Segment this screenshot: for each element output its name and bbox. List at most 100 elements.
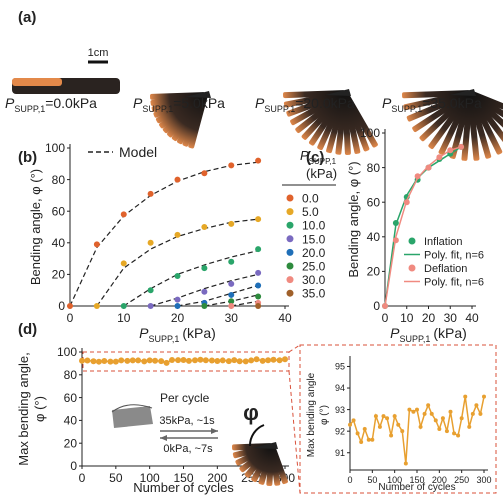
legend-label: Deflation <box>424 263 467 275</box>
y-tick-label: 80 <box>64 368 78 382</box>
y-tick-label: 80 <box>52 173 66 187</box>
data-point <box>255 270 261 276</box>
data-point <box>121 211 127 217</box>
data-point <box>201 289 207 295</box>
legend-label: 15.0 <box>302 232 326 246</box>
y-tick-label: 40 <box>52 236 66 250</box>
legend-marker <box>287 208 294 215</box>
data-point <box>121 303 127 309</box>
y-tick-label: 20 <box>64 436 78 450</box>
data-point <box>254 356 260 362</box>
data-point <box>277 357 283 363</box>
legend-label: 35.0 <box>302 287 326 301</box>
y-tick-label: 100 <box>57 345 77 359</box>
data-point <box>175 232 181 238</box>
data-point <box>175 303 181 309</box>
y-axis-label: φ (°) <box>319 405 330 425</box>
data-point <box>147 357 153 363</box>
data-point <box>192 357 198 363</box>
data-point <box>107 359 113 365</box>
legend-title: (kPa) <box>306 166 337 181</box>
data-point <box>356 431 360 435</box>
x-axis-label: Number of cycles <box>133 480 234 495</box>
subscript: SUPP,1 <box>264 104 295 114</box>
data-point <box>201 224 207 230</box>
data-point <box>164 360 170 366</box>
data-point <box>374 414 378 418</box>
data-point <box>255 282 261 288</box>
data-point <box>96 359 102 365</box>
data-point <box>255 216 261 222</box>
x-tick-label: 20 <box>171 311 185 325</box>
data-point <box>148 191 154 197</box>
x-tick-label: 20 <box>422 311 436 325</box>
label-tail: =20.0kPa <box>295 95 355 111</box>
data-point <box>175 357 181 363</box>
x-tick-label: 0 <box>67 311 74 325</box>
data-point <box>203 357 209 363</box>
x-tick-label: 10 <box>400 311 414 325</box>
data-point <box>265 357 271 363</box>
x-axis-label: Number of cycles <box>378 482 455 493</box>
data-point <box>130 357 136 363</box>
y-axis-label: Max bending angle, <box>16 352 31 465</box>
legend-label: 0.0 <box>302 192 319 206</box>
y-tick-label: 100 <box>45 141 65 155</box>
data-point <box>243 358 249 364</box>
data-point <box>437 427 441 431</box>
annotation: 0kPa, ~7s <box>163 443 213 455</box>
data-point <box>226 358 232 364</box>
y-tick-label: 80 <box>367 161 381 175</box>
legend-marker <box>287 235 294 242</box>
x-tick-label: 40 <box>278 311 292 325</box>
data-point <box>228 303 234 309</box>
data-point <box>434 418 438 422</box>
y-tick-label: 40 <box>64 414 78 428</box>
y-tick-label: 94 <box>335 383 345 393</box>
data-point <box>449 410 453 414</box>
data-point <box>118 357 124 363</box>
data-point <box>456 433 460 437</box>
data-point <box>426 403 430 407</box>
data-point <box>181 357 187 363</box>
data-point <box>460 416 464 420</box>
label-tail: =5.0kPa <box>173 95 225 111</box>
data-point <box>378 425 382 429</box>
data-point <box>152 358 158 364</box>
data-point <box>478 412 482 416</box>
y-tick-label: 60 <box>367 195 381 209</box>
label-tail: =0.0kPa <box>45 95 97 111</box>
y-tick-label: 100 <box>360 126 380 140</box>
y-tick-label: 91 <box>335 448 345 458</box>
y-tick-label: 0 <box>58 299 65 313</box>
data-point <box>482 395 486 399</box>
x-tick-label: 40 <box>465 311 479 325</box>
data-point <box>404 462 408 466</box>
data-point <box>260 358 266 364</box>
legend-label: Poly. fit, n=6 <box>424 277 484 289</box>
scale-bar-label: 1cm <box>88 47 109 59</box>
data-point <box>415 408 419 412</box>
legend-marker <box>287 276 294 283</box>
data-point <box>445 429 449 433</box>
legend-label: 30.0 <box>302 273 326 287</box>
data-point <box>367 438 371 442</box>
legend-label: 10.0 <box>302 219 326 233</box>
subscript: SUPP,1 <box>149 334 180 344</box>
x-tick-label: 0 <box>347 475 352 485</box>
panel-label: (d) <box>18 321 37 338</box>
subscript: SUPP,1 <box>400 334 431 344</box>
x-tick-label: 0 <box>382 311 389 325</box>
subscript: SUPP,1 <box>142 104 173 114</box>
data-point <box>67 303 73 309</box>
legend-marker <box>287 249 294 256</box>
data-point <box>201 303 207 309</box>
x-tick-label: 250 <box>454 475 469 485</box>
data-point <box>201 170 207 176</box>
data-point <box>94 303 100 309</box>
x-tick-label: 50 <box>367 475 377 485</box>
figure: (a) 1cm PSUPP,1=0.0kPaPSUPP,1=5.0kPaPSUP… <box>0 0 503 497</box>
data-point <box>228 292 234 298</box>
data-point <box>231 357 237 363</box>
data-point <box>79 358 85 364</box>
